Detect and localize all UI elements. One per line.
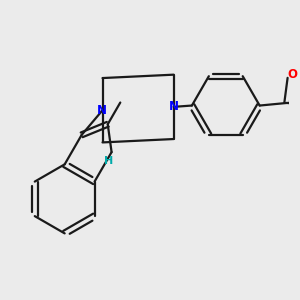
Text: N: N [97, 104, 107, 117]
Text: H: H [104, 156, 113, 166]
Text: O: O [288, 68, 298, 81]
Text: N: N [169, 100, 179, 113]
